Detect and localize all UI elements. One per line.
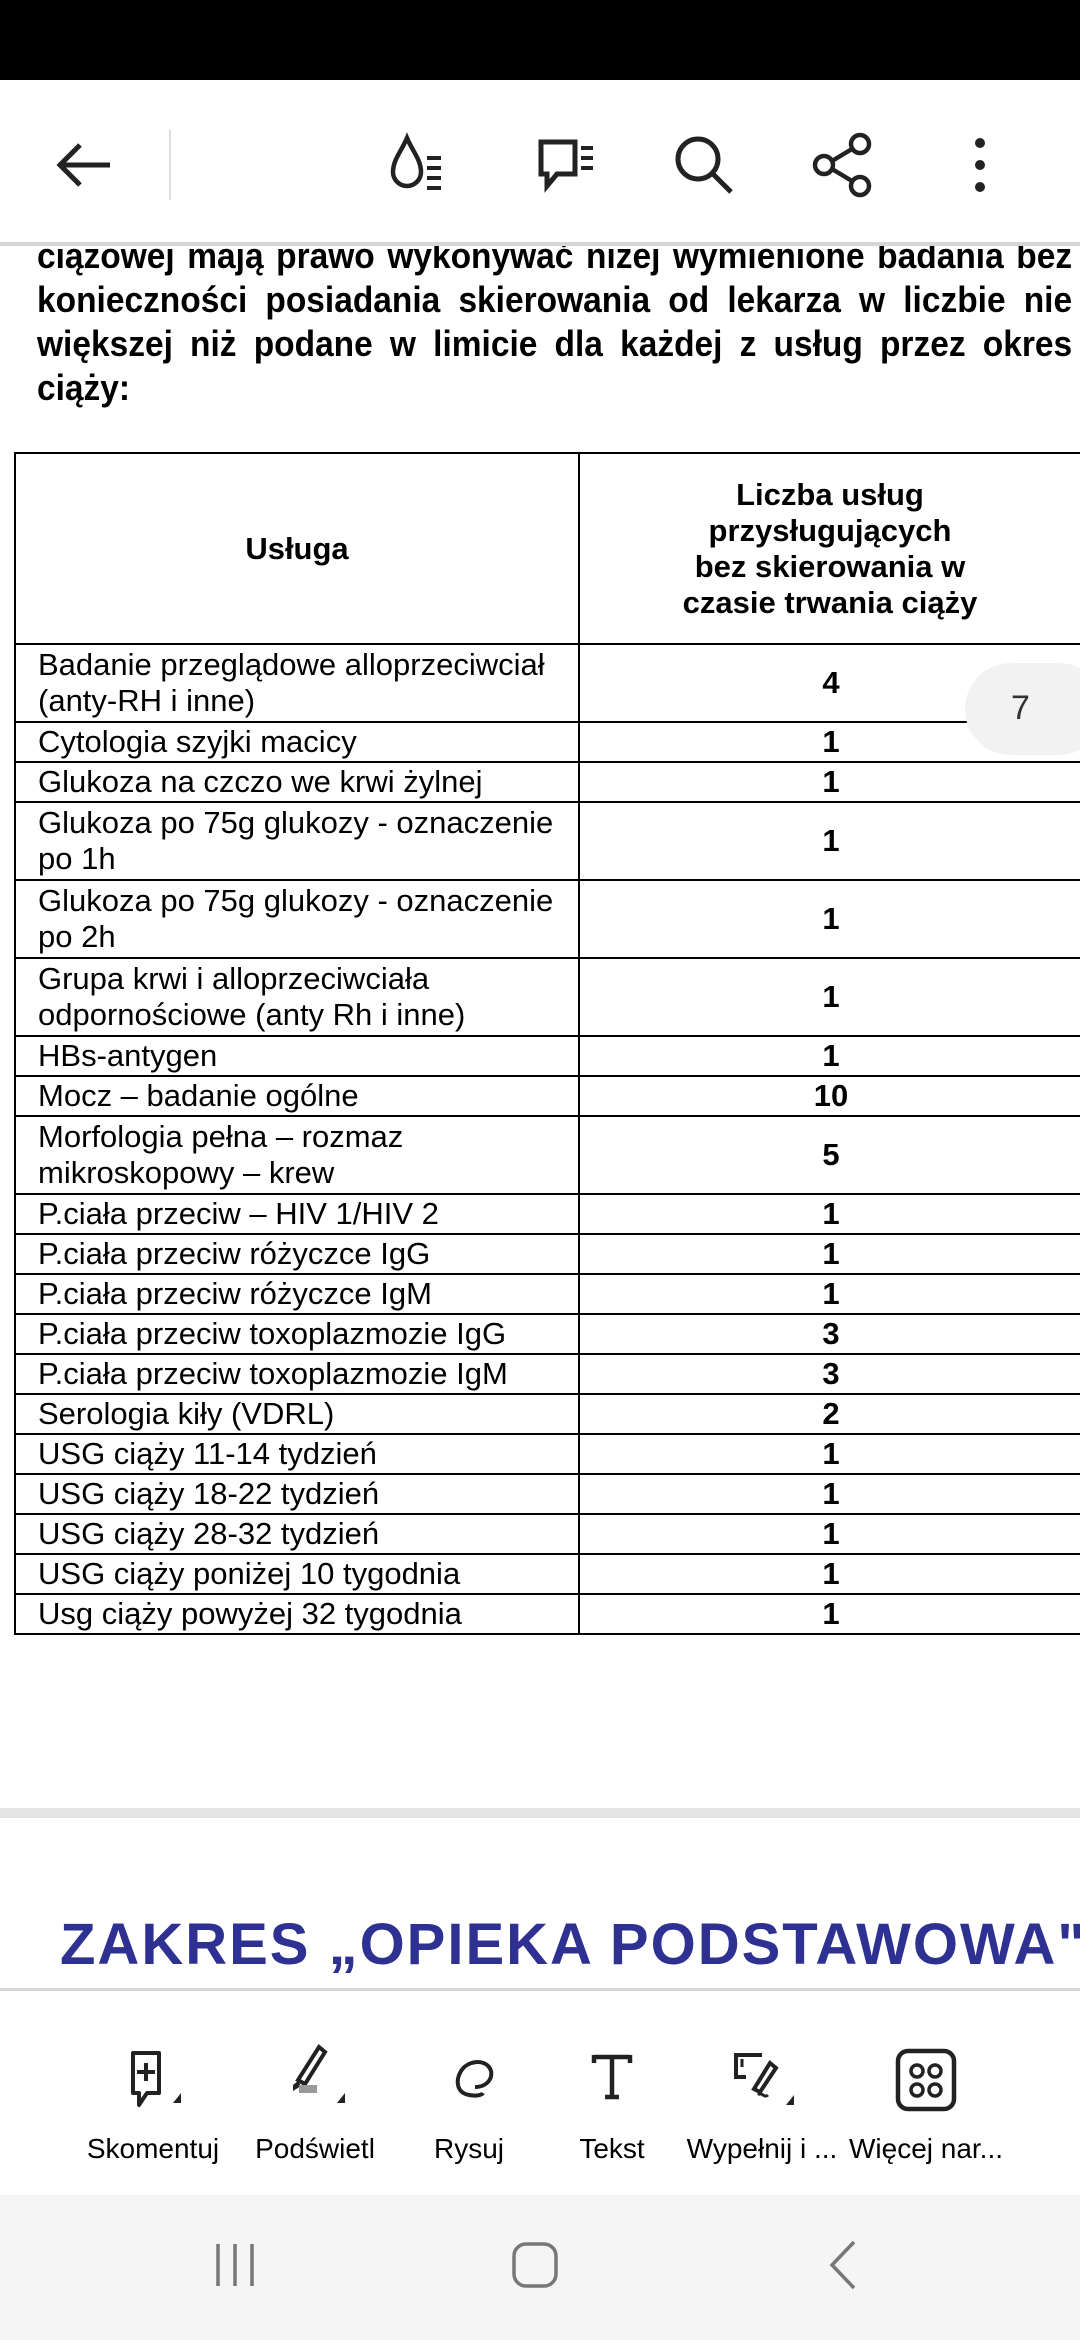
tool-label: Więcej nar... — [848, 2133, 1004, 2164]
table-row: P.ciała przeciw toxoplazmozie IgG 3 — [14, 1313, 1080, 1355]
count-cell: 1 — [578, 1473, 1080, 1515]
service-cell: Glukoza na czczo we krwi żylnej — [14, 761, 580, 803]
count-cell: 1 — [578, 1433, 1080, 1475]
fill-sign-tool-button[interactable]: Wypełnij i ... — [682, 1991, 842, 2191]
service-cell: Glukoza po 75g glukozy - oznaczenie po 2… — [14, 879, 580, 959]
header-service: Usługa — [14, 452, 580, 645]
count-cell: 1 — [578, 1273, 1080, 1315]
fill-sign-icon — [734, 2053, 794, 2105]
service-cell: Glukoza po 75g glukozy - oznaczenie po 1… — [14, 801, 580, 881]
service-cell: USG ciąży 18-22 tydzień — [14, 1473, 580, 1515]
table-row: Morfologia pełna – rozmaz mikroskopowy –… — [14, 1115, 1080, 1195]
table-row: USG ciąży 28-32 tydzień 1 — [14, 1513, 1080, 1555]
text-icon — [591, 2054, 633, 2100]
service-cell: Usg ciąży powyżej 32 tygodnia — [14, 1593, 580, 1635]
service-cell: Badanie przeglądowe alloprzeciwciał (ant… — [14, 643, 580, 723]
service-cell: P.ciała przeciw różyczce IgM — [14, 1273, 580, 1315]
service-cell: P.ciała przeciw toxoplazmozie IgM — [14, 1353, 580, 1395]
table-row: Grupa krwi i alloprzeciwciała odporności… — [14, 957, 1080, 1037]
count-cell: 1 — [578, 1193, 1080, 1235]
back-nav-icon[interactable] — [820, 2240, 870, 2290]
table-row: USG ciąży poniżej 10 tygodnia 1 — [14, 1553, 1080, 1595]
service-cell: P.ciała przeciw toxoplazmozie IgG — [14, 1313, 580, 1355]
more-vert-icon[interactable] — [945, 130, 1015, 200]
table-row: Cytologia szyjki macicy 1 — [14, 721, 1080, 763]
table-row: Glukoza na czczo we krwi żylnej 1 — [14, 761, 1080, 803]
recent-apps-icon[interactable] — [210, 2240, 260, 2290]
comment-add-icon — [131, 2051, 181, 2107]
read-mode-icon[interactable] — [383, 130, 453, 200]
service-cell: Morfologia pełna – rozmaz mikroskopowy –… — [14, 1115, 580, 1195]
service-cell: HBs-antygen — [14, 1035, 580, 1077]
paragraph: ciążowej mają prawo wykonywać niżej wymi… — [37, 235, 1073, 408]
share-icon[interactable] — [808, 130, 878, 200]
divider — [169, 130, 171, 200]
table-row: P.ciała przeciw toxoplazmozie IgM 3 — [14, 1353, 1080, 1395]
header-count-text: Liczba usług przysługujących bez skierow… — [682, 476, 978, 620]
table-row: Glukoza po 75g glukozy - oznaczenie po 2… — [14, 879, 1080, 959]
count-cell: 1 — [578, 1553, 1080, 1595]
page-number-badge: 7 — [965, 663, 1080, 755]
services-table: Usługa Liczba usług przysługujących bez … — [14, 452, 1080, 1635]
bottom-toolbar: Skomentuj Podświetl Rysuj Tekst Wypełnij… — [0, 1988, 1080, 2195]
count-cell: 1 — [578, 879, 1080, 959]
more-tools-button[interactable]: Więcej nar... — [846, 1991, 1006, 2191]
status-bar — [0, 0, 1080, 80]
table-row: Usg ciąży powyżej 32 tygodnia 1 — [14, 1593, 1080, 1635]
table-row: USG ciąży 18-22 tydzień 1 — [14, 1473, 1080, 1515]
table-row: Mocz – badanie ogólne 10 — [14, 1075, 1080, 1117]
tool-label: Wypełnij i ... — [686, 2133, 838, 2164]
service-cell: Grupa krwi i alloprzeciwciała odporności… — [14, 957, 580, 1037]
service-cell: P.ciała przeciw różyczce IgG — [14, 1233, 580, 1275]
service-cell: Serologia kiły (VDRL) — [14, 1393, 580, 1435]
count-cell: 1 — [578, 1035, 1080, 1077]
count-cell: 1 — [578, 957, 1080, 1037]
text-tool-button[interactable]: Tekst — [532, 1991, 692, 2191]
count-cell: 3 — [578, 1313, 1080, 1355]
more-tools-icon — [895, 2048, 957, 2112]
comments-list-icon[interactable] — [533, 130, 603, 200]
comment-tool-button[interactable]: Skomentuj — [73, 1991, 233, 2191]
tool-label: Podświetl — [255, 2133, 375, 2164]
count-cell: 3 — [578, 1353, 1080, 1395]
count-cell: 2 — [578, 1393, 1080, 1435]
count-cell: 5 — [578, 1115, 1080, 1195]
draw-icon — [455, 2060, 494, 2098]
search-icon[interactable] — [669, 130, 739, 200]
count-cell: 10 — [578, 1075, 1080, 1117]
app-bar — [0, 80, 1080, 246]
home-icon[interactable] — [510, 2240, 560, 2290]
count-cell: 1 — [578, 1593, 1080, 1635]
service-cell: USG ciąży poniżej 10 tygodnia — [14, 1553, 580, 1595]
count-cell: 1 — [578, 761, 1080, 803]
next-page-heading: ZAKRES „OPIEKA PODSTAWOWA" — [60, 1912, 1080, 1977]
service-cell: USG ciąży 28-32 tydzień — [14, 1513, 580, 1555]
table-row: P.ciała przeciw różyczce IgM 1 — [14, 1273, 1080, 1315]
pdf-page: ciążowej mają prawo wykonywać niżej wymi… — [14, 235, 1080, 1635]
table-row: HBs-antygen 1 — [14, 1035, 1080, 1077]
page-gap — [0, 1808, 1080, 1818]
header-count: Liczba usług przysługujących bez skierow… — [578, 452, 1080, 645]
service-cell: P.ciała przeciw – HIV 1/HIV 2 — [14, 1193, 580, 1235]
count-cell: 1 — [578, 1513, 1080, 1555]
system-nav-bar — [0, 2195, 1080, 2340]
service-cell: Mocz – badanie ogólne — [14, 1075, 580, 1117]
tool-label: Tekst — [579, 2133, 645, 2164]
highlighter-icon — [293, 2044, 345, 2103]
draw-tool-button[interactable]: Rysuj — [389, 1991, 549, 2191]
tool-label: Skomentuj — [86, 2133, 220, 2164]
count-cell: 1 — [578, 1233, 1080, 1275]
highlight-tool-button[interactable]: Podświetl — [235, 1991, 395, 2191]
table-row: Badanie przeglądowe alloprzeciwciał (ant… — [14, 643, 1080, 723]
table-row: P.ciała przeciw różyczce IgG 1 — [14, 1233, 1080, 1275]
tool-label: Rysuj — [433, 2133, 504, 2164]
service-cell: USG ciąży 11-14 tydzień — [14, 1433, 580, 1475]
table-row: USG ciąży 11-14 tydzień 1 — [14, 1433, 1080, 1475]
service-cell: Cytologia szyjki macicy — [14, 721, 580, 763]
table-row: Serologia kiły (VDRL) 2 — [14, 1393, 1080, 1435]
back-arrow-icon[interactable] — [48, 130, 118, 200]
count-cell: 1 — [578, 801, 1080, 881]
table-row: Glukoza po 75g glukozy - oznaczenie po 1… — [14, 801, 1080, 881]
